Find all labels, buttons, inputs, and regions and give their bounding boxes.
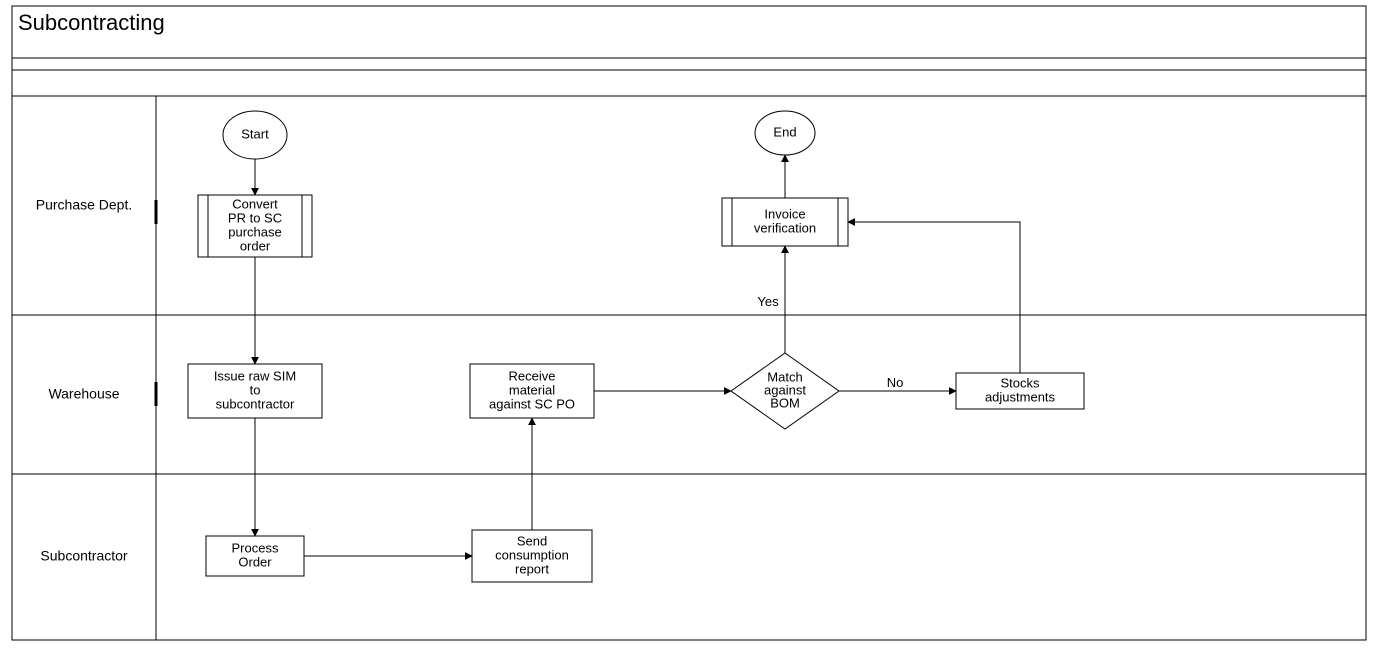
node-label-issue-2: subcontractor xyxy=(216,396,295,411)
node-process: ProcessOrder xyxy=(206,536,304,576)
node-label-match-2: BOM xyxy=(770,395,800,410)
node-label-send-1: consumption xyxy=(495,547,569,562)
node-label-convert-0: Convert xyxy=(232,196,278,211)
node-start: Start xyxy=(223,111,287,159)
node-label-invoice-0: Invoice xyxy=(764,206,805,221)
node-receive: Receivematerialagainst SC PO xyxy=(470,364,594,418)
node-send: Sendconsumptionreport xyxy=(472,530,592,582)
node-label-stocks-0: Stocks xyxy=(1000,375,1040,390)
node-label-end: End xyxy=(773,124,796,139)
lane-label-warehouse: Warehouse xyxy=(48,386,119,402)
edge-label-e_match_stocks: No xyxy=(887,375,904,390)
edge-label-e_match_invoice: Yes xyxy=(757,294,779,309)
node-label-stocks-1: adjustments xyxy=(985,389,1056,404)
node-label-issue-0: Issue raw SIM xyxy=(214,368,296,383)
edge-e_stocks_invoice xyxy=(848,222,1020,373)
lane-label-purchase: Purchase Dept. xyxy=(36,197,133,213)
node-label-receive-1: material xyxy=(509,382,555,397)
node-label-convert-2: purchase xyxy=(228,224,281,239)
node-label-process-0: Process xyxy=(232,540,279,555)
node-label-invoice-1: verification xyxy=(754,220,816,235)
lane-label-subcontractor: Subcontractor xyxy=(40,548,127,564)
node-issue: Issue raw SIMtosubcontractor xyxy=(188,364,322,418)
node-invoice: Invoiceverification xyxy=(722,198,848,246)
node-label-convert-1: PR to SC xyxy=(228,210,282,225)
node-end: End xyxy=(755,111,815,155)
node-label-start: Start xyxy=(241,126,269,141)
node-label-issue-1: to xyxy=(250,382,261,397)
node-stocks: Stocksadjustments xyxy=(956,373,1084,409)
node-label-convert-3: order xyxy=(240,238,271,253)
node-label-receive-2: against SC PO xyxy=(489,396,575,411)
node-match: MatchagainstBOM xyxy=(731,353,839,429)
swimlane-diagram: Subcontracting Purchase Dept. Warehouse Sub… xyxy=(0,0,1378,651)
node-label-receive-0: Receive xyxy=(509,368,556,383)
node-convert: ConvertPR to SCpurchaseorder xyxy=(198,195,312,257)
node-label-send-2: report xyxy=(515,561,549,576)
node-label-process-1: Order xyxy=(238,554,272,569)
node-label-send-0: Send xyxy=(517,533,547,548)
pool-title: Subcontracting xyxy=(18,10,165,35)
